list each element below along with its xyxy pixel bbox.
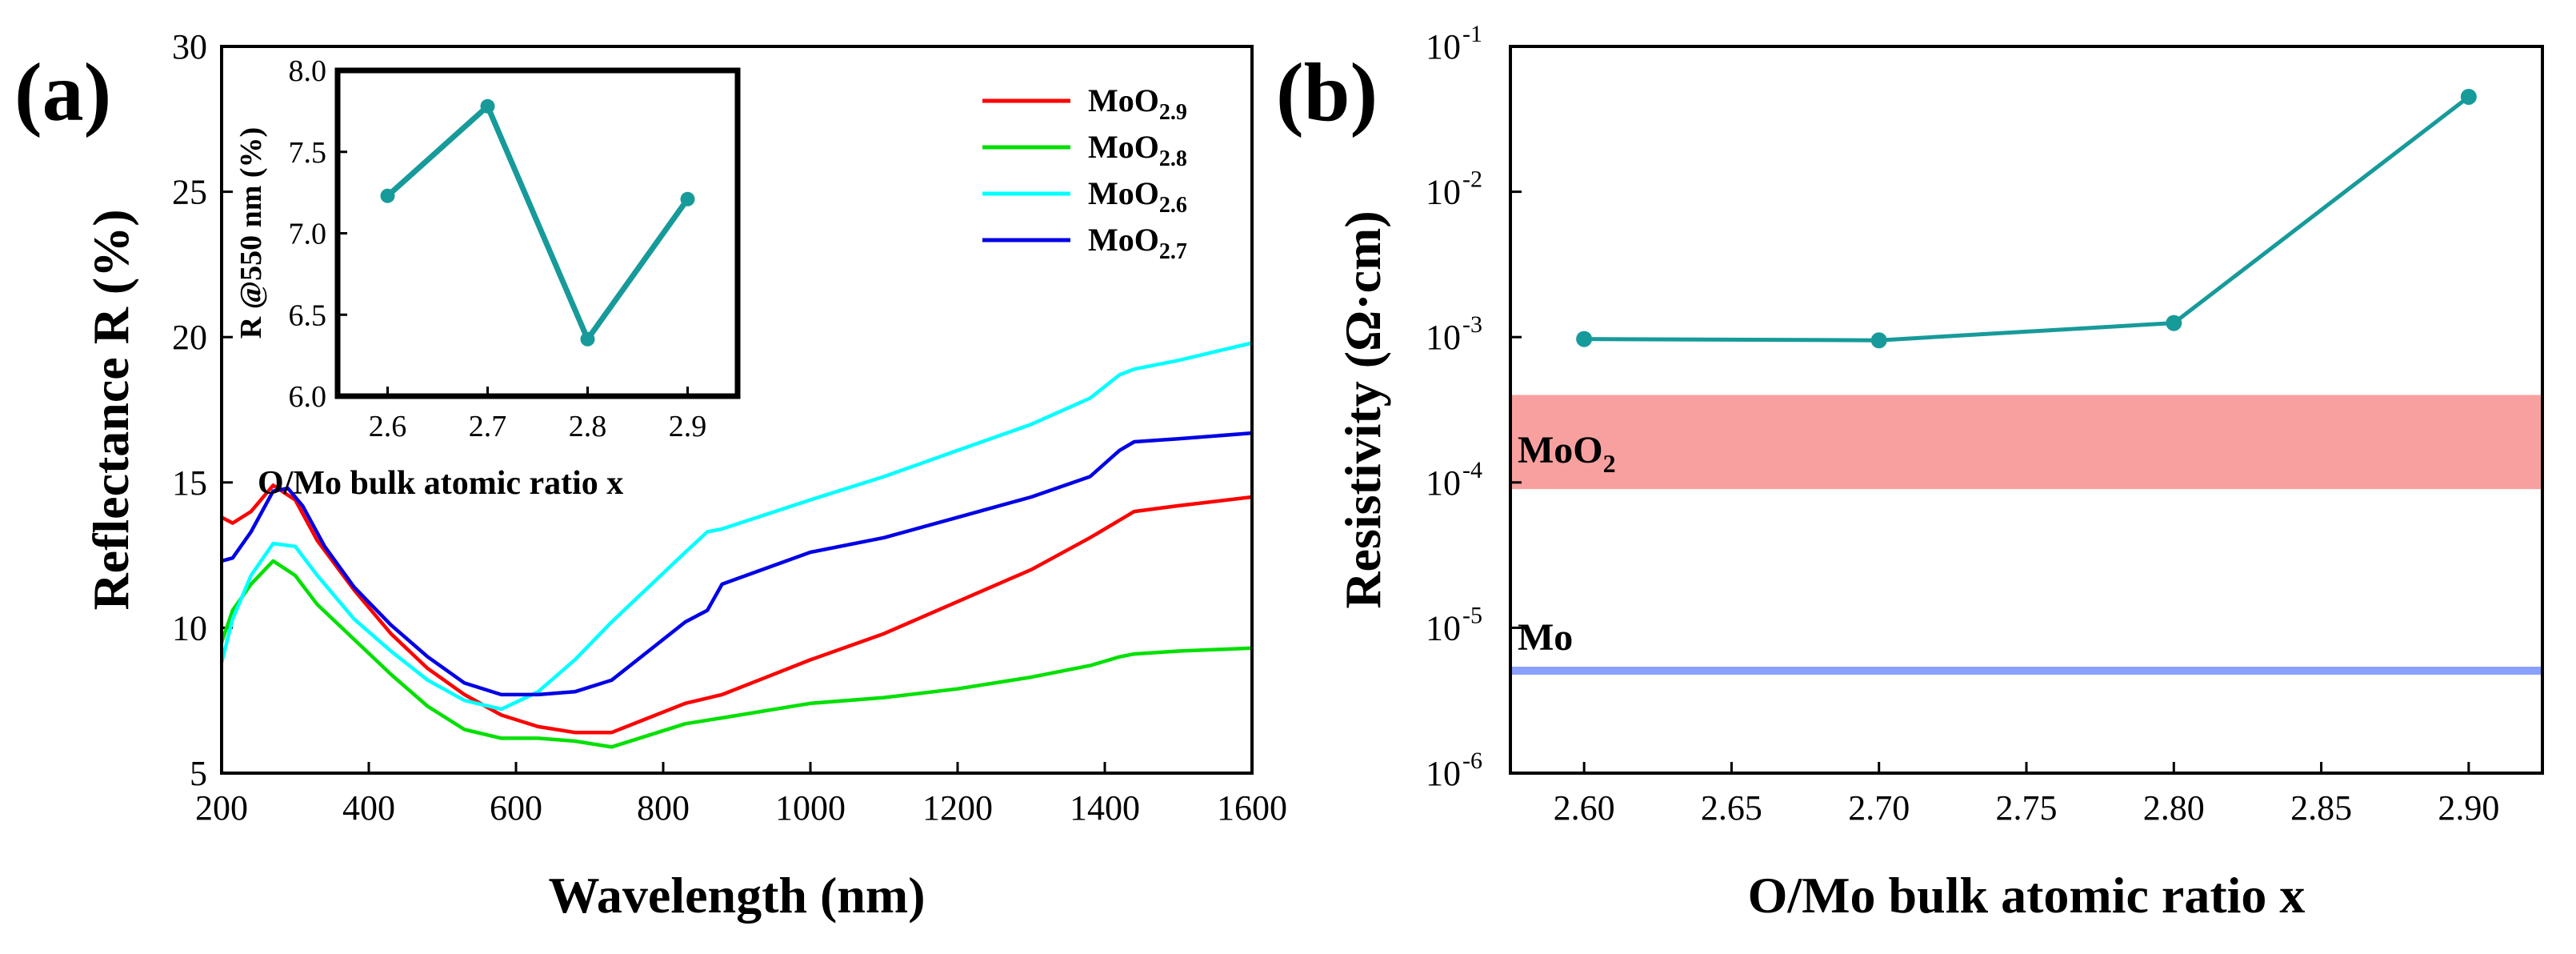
b-y-tick-label: 10	[1426, 754, 1461, 793]
panel-b-y-axis-title: Resistivity (Ω·cm)	[1334, 210, 1391, 608]
a-legend-label: MoO2.9	[1088, 82, 1187, 125]
inset-point	[580, 331, 595, 347]
panel-b-bands	[1510, 395, 2542, 675]
a-x-tick-label: 200	[195, 788, 248, 828]
inset-y-tick-label: 7.5	[289, 136, 327, 170]
a-y-tick-label: 5	[190, 754, 207, 793]
inset-x-tick-label: 2.7	[469, 410, 507, 443]
b-x-tick-label: 2.90	[2438, 788, 2499, 828]
inset-y-tick-label: 6.0	[289, 380, 327, 414]
inset-x-tick-label: 2.9	[669, 410, 707, 443]
b-y-tick-label: 10	[1426, 318, 1461, 357]
a-series-2-9	[220, 483, 1253, 735]
panel-b-label: (b)	[1276, 46, 1378, 138]
band-mo	[1510, 666, 2542, 675]
a-series-2-6	[219, 341, 1253, 711]
band-label-moo2: MoO2	[1518, 429, 1616, 478]
a-y-tick-label: 15	[172, 463, 207, 503]
a-x-tick-label: 1400	[1070, 788, 1140, 828]
panel-a-label: (a)	[14, 46, 111, 138]
b-y-tick-label: 10	[1426, 463, 1461, 503]
a-series-2-8	[219, 559, 1253, 749]
a-x-tick-label: 1600	[1217, 788, 1287, 828]
inset-series	[380, 98, 695, 347]
panel-a-inset: 2.6 2.7 2.8 2.9 6.0 6.5 7.0 7.5 8.0 R @550 nm (%…	[234, 54, 741, 443]
panel-a-x-axis-title: Wavelength (nm)	[548, 867, 925, 924]
a-y-tick-label: 25	[172, 173, 207, 212]
a-series-2-7	[221, 431, 1253, 697]
panel-b-x-axis-title: O/Mo bulk atomic ratio x	[1748, 867, 2306, 924]
panel-b-resistivity-chart: 2.60 2.65 2.70 2.75 2.80 2.85 2.9010-610-510-4…	[1334, 21, 2544, 924]
b-y-tick-label: 10	[1426, 27, 1461, 66]
b-point	[2460, 88, 2477, 105]
band-label-mo: Mo	[1518, 616, 1573, 659]
b-y-tick-label: 10	[1426, 173, 1461, 212]
a-legend-label: MoO2.6	[1088, 175, 1187, 218]
inset-point	[480, 98, 495, 114]
b-line	[1584, 95, 2470, 343]
a-x-tick-label: 1000	[775, 788, 846, 828]
inset-x-tick-label: 2.8	[569, 410, 607, 443]
b-y-tick-exponent: -2	[1462, 166, 1482, 193]
b-x-tick-label: 2.80	[2143, 788, 2205, 828]
panel-a-reflectance-chart: 200 400 600 800 1000 1200 1400 160051015202530 …	[82, 27, 1287, 924]
inset-y-axis-title: R @550 nm (%)	[234, 127, 268, 339]
panel-a-plot-frame	[220, 45, 1254, 775]
a-x-tick-label: 600	[490, 788, 542, 828]
panel-b-plot-frame	[1509, 45, 2544, 775]
a-x-tick-label: 400	[342, 788, 395, 828]
a-y-tick-label: 30	[172, 27, 207, 66]
b-y-tick-exponent: -1	[1462, 21, 1482, 47]
a-x-tick-label: 800	[637, 788, 690, 828]
panel-b-series	[1576, 88, 2477, 349]
b-x-tick-label: 2.60	[1554, 788, 1615, 828]
b-point	[2166, 315, 2182, 331]
inset-background	[338, 70, 738, 396]
b-x-tick-label: 2.75	[1996, 788, 2058, 828]
inset-line	[386, 103, 690, 343]
b-y-tick-exponent: -4	[1462, 457, 1482, 483]
b-y-tick-exponent: -6	[1462, 748, 1482, 774]
panel-b-ticks: 2.60 2.65 2.70 2.75 2.80 2.85 2.9010-610-510-4…	[1426, 21, 2499, 828]
b-x-tick-label: 2.85	[2290, 788, 2352, 828]
b-point	[1870, 332, 1887, 349]
inset-y-tick-label: 7.0	[289, 218, 327, 251]
panel-a-y-axis-title: Reflectance R (%)	[82, 209, 139, 610]
b-y-tick-exponent: -5	[1462, 602, 1482, 628]
b-point	[1576, 331, 1593, 347]
inset-point	[680, 191, 695, 206]
inset-y-tick-label: 8.0	[289, 54, 327, 88]
b-x-tick-label: 2.65	[1701, 788, 1762, 828]
b-y-tick-exponent: -3	[1462, 311, 1482, 338]
inset-y-tick-label: 6.5	[289, 299, 327, 332]
a-y-tick-label: 10	[172, 608, 207, 647]
b-y-tick-label: 10	[1426, 608, 1461, 647]
inset-frame	[334, 67, 741, 399]
b-x-tick-label: 2.70	[1848, 788, 1910, 828]
panel-a-annotation: O/Mo bulk atomic ratio x	[258, 465, 623, 502]
a-legend-label: MoO2.8	[1088, 129, 1187, 171]
a-x-tick-label: 1200	[922, 788, 993, 828]
band-moo2	[1510, 395, 2542, 490]
a-legend-label: MoO2.7	[1088, 222, 1187, 264]
panel-a-series	[219, 341, 1253, 749]
inset-ticks: 2.6 2.7 2.8 2.9 6.0 6.5 7.0 7.5 8.0	[289, 54, 707, 443]
panel-a-ticks: 200 400 600 800 1000 1200 1400 1600 5 10 15 20 25 30	[172, 27, 1287, 828]
inset-x-tick-label: 2.6	[369, 410, 407, 443]
a-y-tick-label: 20	[172, 318, 207, 357]
inset-point	[380, 188, 395, 203]
